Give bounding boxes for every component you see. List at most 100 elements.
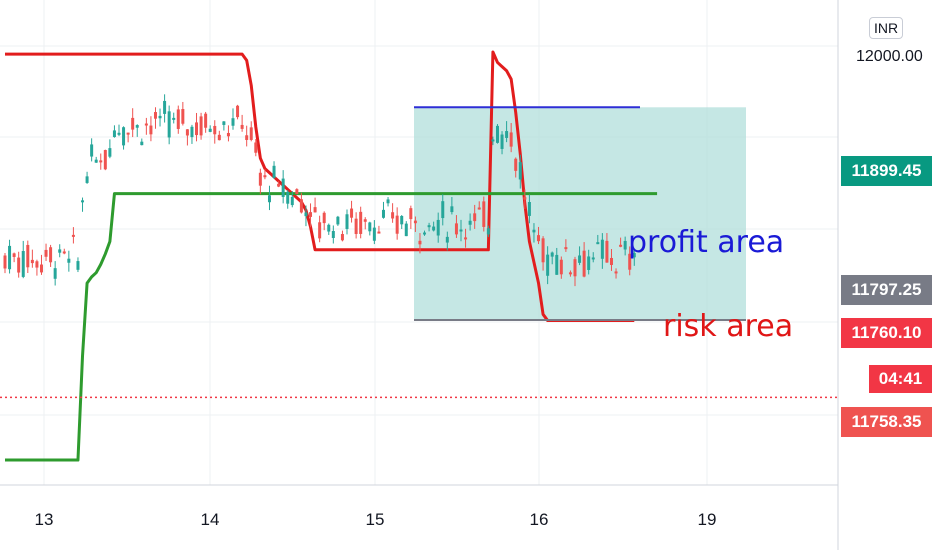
candle-body: [258, 172, 262, 186]
candle-body: [473, 213, 477, 222]
candle-body: [541, 238, 545, 263]
candle-body: [386, 199, 390, 204]
candle-body: [112, 130, 116, 138]
candle-body: [58, 249, 62, 253]
candle-body: [591, 257, 595, 260]
candle-body: [26, 244, 30, 268]
candle-body: [44, 249, 48, 257]
price-level-lines: [0, 106, 838, 399]
candle-body: [226, 132, 230, 137]
candle-body: [217, 134, 221, 141]
candle-body: [523, 197, 527, 200]
candle-body: [354, 218, 358, 234]
candle-body: [236, 105, 240, 118]
candle-body: [436, 219, 440, 236]
candle-body: [605, 240, 609, 263]
price-axis-top-label: 12000.00: [856, 48, 923, 65]
candle-body: [628, 253, 632, 270]
candle-body: [600, 239, 604, 259]
candle-body: [295, 189, 299, 195]
candle-body: [559, 259, 563, 275]
currency-badge[interactable]: INR: [869, 17, 904, 39]
candle-body: [153, 112, 157, 119]
annotation-profit-area: profit area: [628, 225, 785, 260]
candle-body: [67, 258, 71, 263]
candle-body: [482, 201, 486, 227]
x-tick-label: 19: [697, 510, 717, 529]
candle-body: [149, 125, 153, 135]
candle-body: [281, 178, 285, 197]
x-tick-label: 14: [200, 510, 220, 529]
candle-body: [144, 123, 148, 126]
candle-body: [454, 223, 458, 235]
candle-body: [245, 135, 249, 140]
candle-body: [327, 224, 331, 232]
candle-body: [158, 115, 162, 119]
candle-body: [172, 117, 176, 120]
candle-body: [90, 144, 94, 157]
candle-body: [537, 235, 541, 242]
candle-body: [486, 228, 490, 235]
candle-body: [222, 121, 226, 125]
candle-body: [304, 212, 308, 217]
candle-body: [122, 127, 126, 146]
candlesticks: [3, 94, 636, 287]
candle-body: [345, 214, 349, 229]
price-tag-stop: 11758.35: [841, 407, 932, 437]
upper_band-line: [5, 50, 635, 323]
candle-body: [71, 234, 75, 237]
candle-body: [477, 207, 481, 210]
candle-body: [8, 245, 12, 270]
candle-body: [573, 259, 577, 277]
candle-body: [423, 232, 427, 235]
candle-body: [3, 255, 7, 269]
candle-body: [12, 253, 16, 257]
candle-body: [181, 109, 185, 124]
candle-body: [286, 191, 290, 204]
candle-body: [532, 229, 536, 233]
candle-body: [514, 158, 518, 171]
candle-body: [445, 236, 449, 243]
candle-body: [53, 268, 57, 279]
candle-body: [363, 219, 367, 222]
candle-body: [195, 122, 199, 136]
candle-body: [578, 255, 582, 263]
price-tag-last: 11760.10: [841, 318, 932, 348]
candle-body: [359, 211, 363, 234]
candle-body: [518, 162, 522, 180]
candle-body: [126, 132, 130, 135]
candle-body: [587, 256, 591, 270]
candle-body: [441, 201, 445, 219]
candle-body: [249, 127, 253, 140]
candle-body: [17, 257, 21, 273]
candle-body: [491, 139, 495, 142]
candle-body: [500, 134, 504, 149]
candle-body: [505, 131, 509, 138]
candle-body: [267, 195, 271, 203]
x-tick-label: 15: [365, 510, 385, 529]
candle-body: [623, 240, 627, 250]
candle-body: [81, 200, 85, 203]
candle-body: [313, 207, 317, 213]
candle-body: [290, 196, 294, 206]
candle-body: [619, 244, 623, 247]
candle-body: [546, 254, 550, 276]
price-tag-entry: 11797.25: [841, 275, 932, 305]
candle-body: [331, 231, 335, 238]
candle-body: [459, 229, 463, 232]
candle-body: [231, 118, 235, 126]
candle-body: [190, 126, 194, 138]
candle-body: [427, 225, 431, 228]
candle-body: [609, 257, 613, 265]
candle-body: [372, 227, 376, 241]
candle-body: [254, 142, 258, 153]
candle-body: [632, 253, 636, 258]
candle-body: [596, 242, 600, 245]
candle-body: [418, 240, 422, 245]
candle-body: [340, 234, 344, 241]
candle-body: [185, 129, 189, 136]
candle-body: [495, 125, 499, 143]
candle-body: [582, 250, 586, 277]
candle-body: [208, 128, 212, 132]
